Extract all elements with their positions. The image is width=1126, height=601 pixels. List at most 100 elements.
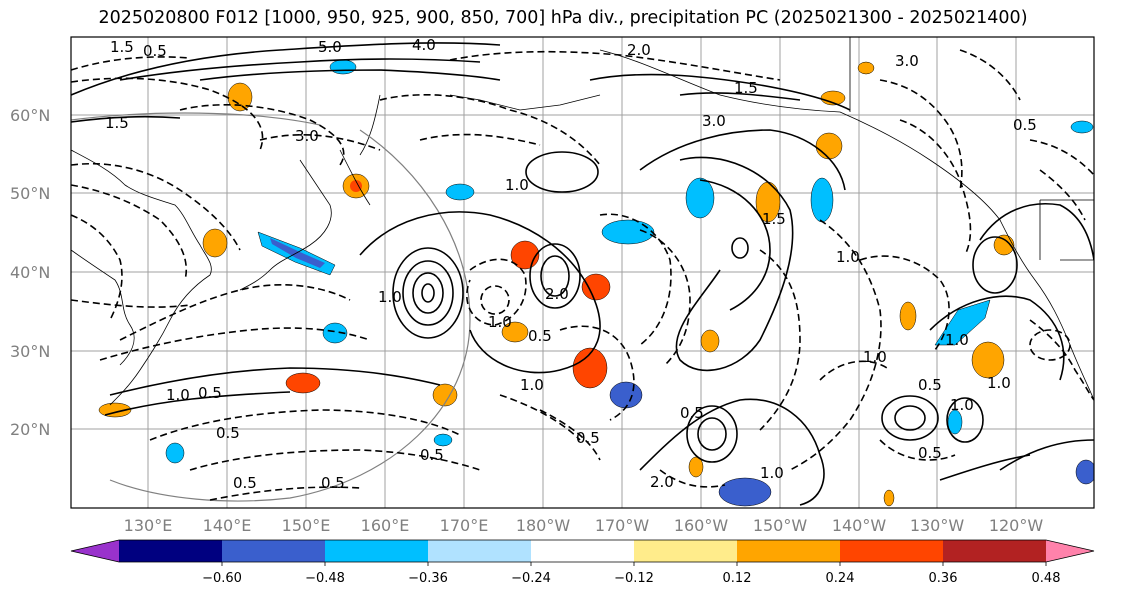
- contour-line: [109, 367, 441, 396]
- contour-line: [894, 405, 926, 431]
- contour-line: [525, 151, 599, 193]
- contour-line: [972, 236, 1018, 294]
- contour-line: [71, 184, 187, 281]
- contour-line: [71, 115, 181, 123]
- contour-label: 0.5: [216, 424, 240, 442]
- precip-blob: [1075, 459, 1094, 485]
- lon-label: 160°E: [361, 516, 410, 535]
- contour-line: [675, 156, 794, 372]
- contour-label: 2.0: [650, 473, 674, 491]
- contour-line: [466, 258, 527, 326]
- lon-label: 130°E: [124, 516, 173, 535]
- colorbar-tick-label: 0.24: [826, 571, 855, 586]
- contour-line: [946, 397, 984, 443]
- precip-blob: [501, 321, 529, 343]
- coastline-kamchatka: [339, 94, 381, 206]
- contour-label: 1.0: [950, 396, 974, 414]
- contour-label: 2.0: [627, 41, 651, 59]
- contour-label: 0.5: [1013, 116, 1037, 134]
- precip-blob: [718, 477, 772, 507]
- contour-label: 2.0: [545, 285, 569, 303]
- contour-line: [540, 255, 570, 297]
- contour-line: [789, 219, 882, 471]
- colorbar-segment: [531, 540, 635, 562]
- precip-blob: [510, 240, 540, 270]
- colorbar-tick-label: −0.48: [305, 571, 345, 586]
- lon-label: 150°E: [282, 516, 331, 535]
- map-area: 5.0 4.0 1.5 0.5 3.0 1.5 3.0 2.0 1.0 0.5 …: [71, 37, 1094, 508]
- contour-line: [179, 104, 345, 166]
- contour-line: [480, 285, 510, 315]
- contour-line: [119, 58, 481, 81]
- colorbar-segment: [737, 540, 841, 562]
- precip-blob: [202, 228, 228, 258]
- precip-blob: [609, 381, 643, 409]
- contours-positive: [71, 42, 1094, 506]
- precip-blob: [322, 322, 348, 344]
- colorbar-segment: [943, 540, 1047, 562]
- precip-blob: [685, 177, 715, 219]
- contour-line: [199, 69, 501, 81]
- colorbar-tick-label: −0.36: [408, 571, 448, 586]
- contour-label: 0.5: [198, 384, 222, 402]
- contour-line: [119, 284, 351, 341]
- lat-label: 30°N: [10, 342, 50, 361]
- contour-label: 0.5: [528, 327, 552, 345]
- precip-blob: [1070, 120, 1094, 134]
- contour-label: 0.5: [420, 446, 444, 464]
- coastline-aleutians: [449, 94, 601, 111]
- contour-line: [959, 49, 1021, 101]
- coastline-na-border: [849, 37, 1094, 261]
- precip-blob: [227, 82, 253, 112]
- lon-label: 120°W: [989, 516, 1044, 535]
- precip-blob: [601, 219, 655, 245]
- colorbar-tick-label: −0.12: [614, 571, 654, 586]
- contour-label: 1.0: [760, 464, 784, 482]
- contour-line: [879, 439, 956, 461]
- lon-label: 140°W: [832, 516, 887, 535]
- contour-line: [686, 405, 738, 463]
- contour-line: [99, 327, 371, 361]
- precip-blob: [350, 180, 362, 192]
- contour-line: [697, 417, 727, 451]
- lat-label: 50°N: [10, 184, 50, 203]
- contour-line: [899, 119, 972, 256]
- colorbar-extend-low: [71, 540, 119, 562]
- contour-line: [599, 213, 672, 346]
- precip-blob: [883, 489, 895, 507]
- contour-line: [189, 449, 481, 471]
- contour-line: [639, 129, 846, 191]
- reference-circle: [71, 112, 471, 502]
- precip-blob: [993, 234, 1015, 256]
- contour-line: [104, 391, 291, 416]
- contour-label: 1.5: [110, 38, 134, 56]
- contour-line: [539, 409, 601, 461]
- contour-label: 1.5: [762, 210, 786, 228]
- contour-line: [939, 454, 1031, 481]
- contour-label: 1.0: [836, 248, 860, 266]
- contour-line: [1029, 139, 1094, 176]
- contour-label: 1.0: [378, 288, 402, 306]
- precip-blob: [899, 301, 917, 331]
- contour-label: 0.5: [680, 404, 704, 422]
- contour-line: [402, 260, 454, 326]
- contour-label: 1.5: [105, 114, 129, 132]
- contour-label: 1.0: [987, 374, 1011, 392]
- contour-line: [589, 73, 851, 111]
- contour-line: [879, 79, 963, 191]
- contour-line: [259, 134, 381, 151]
- precip-blob: [270, 238, 325, 268]
- colorbar-ticks: −0.60 −0.48 −0.36 −0.24 −0.12 0.12 0.24 0.36 0.4…: [202, 562, 1060, 586]
- contour-line: [1039, 169, 1086, 221]
- contour-line: [699, 179, 771, 311]
- precip-blob: [165, 442, 185, 464]
- contour-line: [559, 325, 635, 421]
- lon-label: 140°E: [203, 516, 252, 535]
- coastline-japan: [239, 159, 332, 291]
- contour-line: [412, 272, 444, 314]
- lat-label: 20°N: [10, 420, 50, 439]
- contour-label: 1.0: [488, 313, 512, 331]
- colorbar-segment: [428, 540, 532, 562]
- precip-blob: [700, 329, 720, 353]
